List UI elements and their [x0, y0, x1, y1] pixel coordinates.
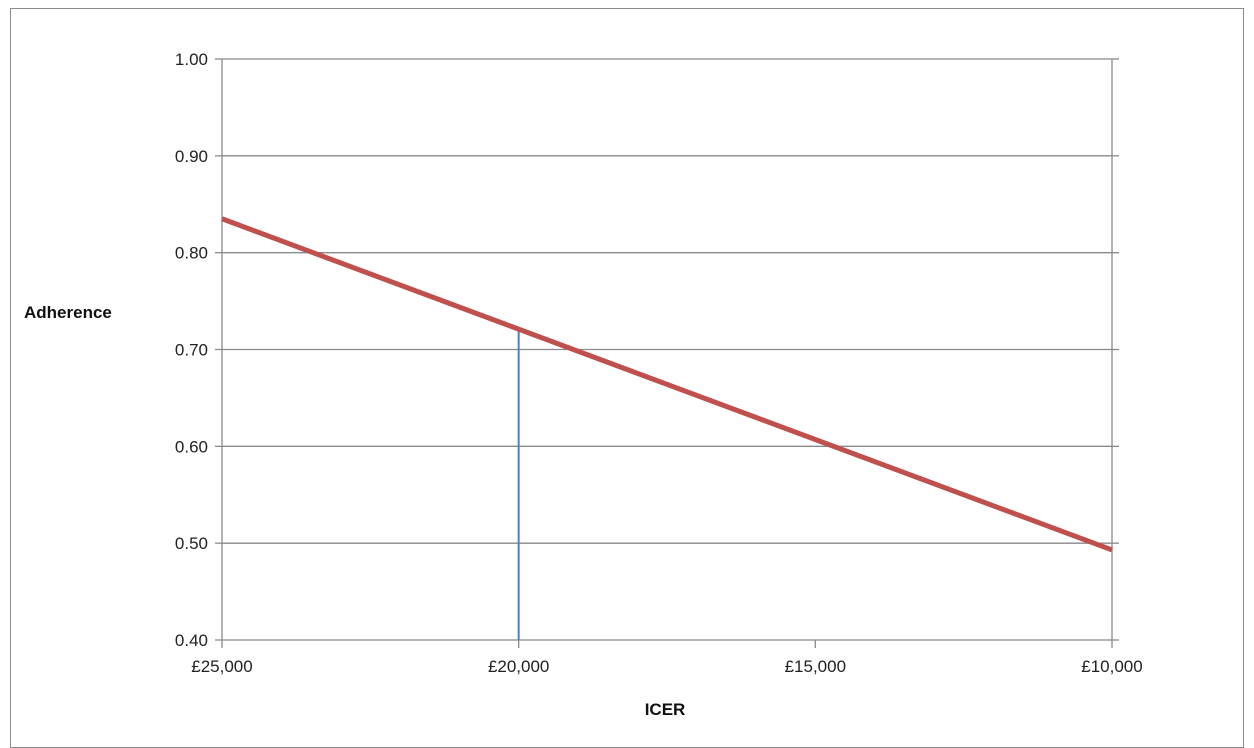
x-axis-title: ICER — [645, 700, 686, 719]
y-tick-label: 0.50 — [175, 534, 208, 553]
y-tick-label: 0.80 — [175, 244, 208, 263]
axes — [215, 58, 1119, 648]
x-tick-label: £25,000 — [191, 657, 252, 676]
x-tick-label: £15,000 — [785, 657, 846, 676]
x-tick-labels: £25,000 £20,000 £15,000 £10,000 — [191, 657, 1142, 676]
x-tick-label: £20,000 — [488, 657, 549, 676]
y-axis-title: Adherence — [24, 303, 112, 322]
series — [221, 216, 1113, 553]
y-tick-label: 1.00 — [175, 50, 208, 69]
y-tick-label: 0.40 — [175, 631, 208, 650]
gridlines — [222, 58, 1112, 544]
series-line — [221, 216, 1113, 553]
y-tick-label: 0.70 — [175, 341, 208, 360]
y-tick-labels: 0.40 0.50 0.60 0.70 0.80 0.90 1.00 — [175, 50, 208, 650]
y-tick-label: 0.90 — [175, 147, 208, 166]
y-tick-label: 0.60 — [175, 437, 208, 456]
x-tick-label: £10,000 — [1081, 657, 1142, 676]
chart: 0.40 0.50 0.60 0.70 0.80 0.90 1.00 £25,000 £20,… — [24, 50, 1143, 719]
